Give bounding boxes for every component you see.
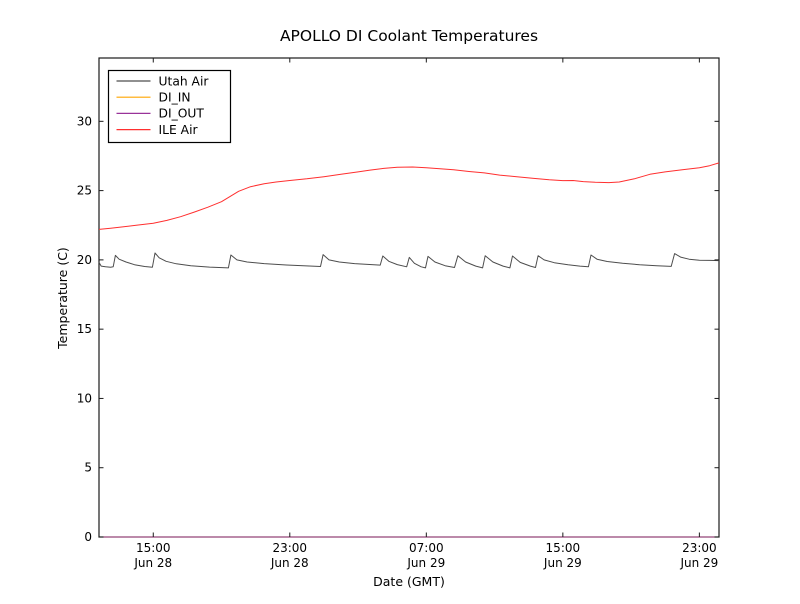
y-tick-label: 20 (77, 253, 92, 267)
x-tick-date-label: Jun 29 (543, 556, 582, 570)
axes-layer (99, 58, 719, 538)
x-tick-date-label: Jun 29 (406, 556, 445, 570)
x-tick-time-label: 07:00 (409, 541, 444, 555)
legend-label: Utah Air (159, 74, 210, 88)
legend-label: DI_OUT (159, 107, 205, 121)
x-tick-time-label: 23:00 (272, 541, 307, 555)
legend-label: DI_IN (159, 91, 191, 105)
y-tick-label: 25 (77, 184, 92, 198)
y-tick-label: 15 (77, 322, 92, 336)
y-tick-label: 10 (77, 391, 92, 405)
legend-box (107, 69, 232, 144)
x-tick-date-label: Jun 28 (270, 556, 309, 570)
x-tick-time-label: 15:00 (546, 541, 581, 555)
y-tick-label: 5 (84, 461, 92, 475)
y-axis-label: Temperature (C) (55, 247, 70, 350)
series-layer (98, 57, 720, 538)
x-tick-time-label: 23:00 (682, 541, 717, 555)
legend: Utah Air DI_IN DI_OUT ILE Air (107, 69, 232, 144)
x-tick-time-label: 15:00 (136, 541, 171, 555)
x-tick-date-label: Jun 29 (679, 556, 718, 570)
x-axis-label: Date (GMT) (373, 574, 445, 589)
series-line-ile-air (98, 162, 720, 230)
x-tick-date-label: Jun 28 (133, 556, 172, 570)
plot-title: APOLLO DI Coolant Temperatures (280, 27, 538, 45)
legend-label: ILE Air (159, 123, 199, 137)
series-line-utah-air (98, 252, 720, 269)
y-tick-label: 30 (77, 114, 92, 128)
y-tick-label: 0 (84, 530, 92, 544)
